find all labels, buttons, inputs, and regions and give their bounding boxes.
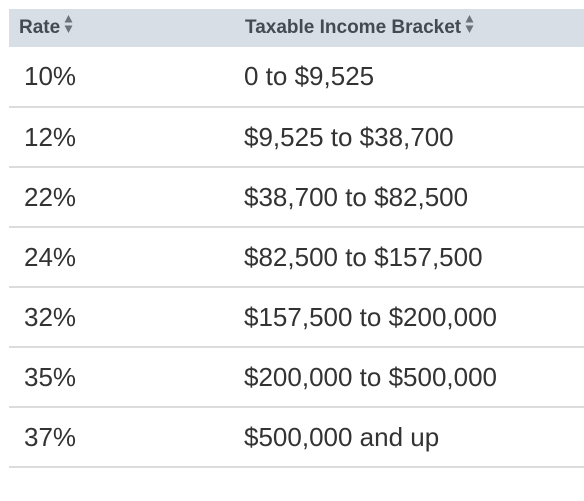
sort-icon[interactable] — [64, 14, 73, 40]
table-row: 22% $38,700 to $82,500 — [9, 167, 584, 227]
column-header-rate[interactable]: Rate — [9, 9, 234, 47]
table-row: 35% $200,000 to $500,000 — [9, 347, 584, 407]
rate-cell: 35% — [24, 361, 77, 392]
column-header-label: Taxable Income Bracket — [245, 17, 462, 39]
bracket-cell: $500,000 and up — [244, 421, 440, 452]
bracket-cell: $200,000 to $500,000 — [244, 361, 498, 392]
rate-cell: 22% — [24, 181, 77, 212]
header-row: Rate Taxable Income Bracket — [9, 9, 584, 47]
bracket-cell: $9,525 to $38,700 — [244, 121, 454, 152]
table-row: 24% $82,500 to $157,500 — [9, 227, 584, 287]
tax-bracket-table: Rate Taxable Income Bracket — [9, 9, 584, 468]
table-row: 12% $9,525 to $38,700 — [9, 107, 584, 167]
bracket-cell: $82,500 to $157,500 — [244, 241, 483, 272]
rate-cell: 24% — [24, 241, 77, 272]
rate-cell: 12% — [24, 121, 77, 152]
bracket-cell: $157,500 to $200,000 — [244, 301, 498, 332]
rate-cell: 37% — [24, 421, 77, 452]
table-body: 10% 0 to $9,525 12% $9,525 to $38,700 22… — [9, 47, 584, 467]
sort-icon[interactable] — [465, 14, 474, 40]
bracket-cell: 0 to $9,525 — [244, 61, 375, 91]
rate-cell: 32% — [24, 301, 77, 332]
rate-cell: 10% — [24, 61, 77, 91]
table-row: 32% $157,500 to $200,000 — [9, 287, 584, 347]
bracket-cell: $38,700 to $82,500 — [244, 181, 469, 212]
tax-bracket-table-container: Rate Taxable Income Bracket — [9, 9, 584, 468]
column-header-bracket[interactable]: Taxable Income Bracket — [234, 9, 584, 47]
column-header-label: Rate — [19, 17, 61, 39]
table-row: 37% $500,000 and up — [9, 407, 584, 467]
table-row: 10% 0 to $9,525 — [9, 47, 584, 107]
table-header: Rate Taxable Income Bracket — [9, 9, 584, 47]
